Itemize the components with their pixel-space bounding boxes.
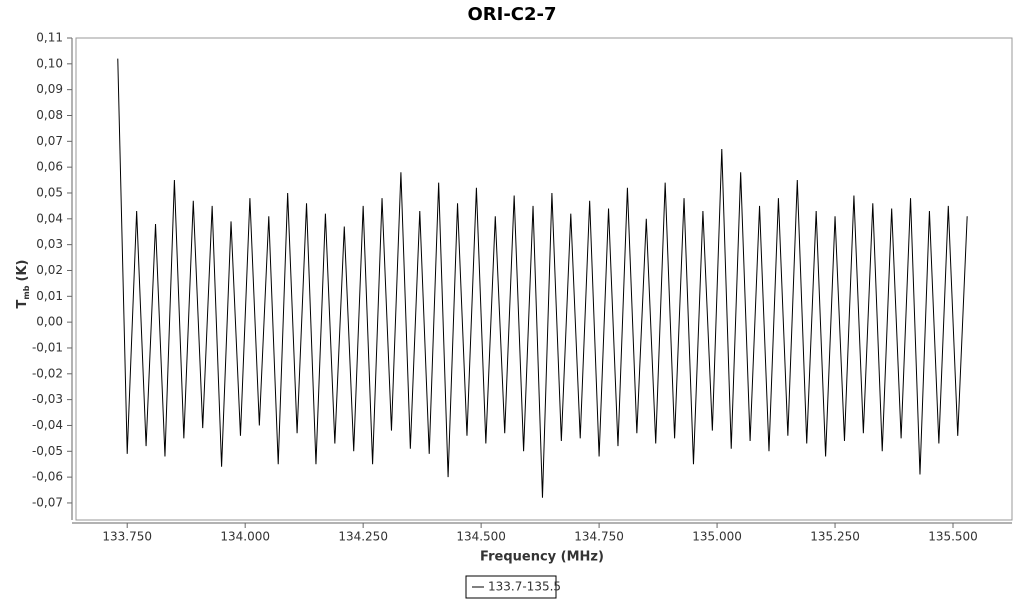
x-tick-label: 135.250 (810, 530, 860, 544)
legend (465, 575, 557, 599)
x-tick-label: 134.250 (338, 530, 388, 544)
x-tick-label: 135.000 (692, 530, 742, 544)
y-axis-label: Tmb (K) (15, 260, 31, 309)
plot-frame (75, 37, 1013, 521)
x-tick-label: 133.750 (102, 530, 152, 544)
x-tick-label: 135.500 (928, 530, 978, 544)
y-tick-label: 0,00 (36, 315, 63, 329)
y-tick-label: -0,01 (32, 340, 63, 354)
y-label-sub: mb (22, 285, 31, 299)
y-tick-label: 0,08 (36, 108, 63, 122)
y-tick-label: -0,02 (32, 366, 63, 380)
chart-title: ORI-C2-7 (467, 4, 556, 25)
y-tick-label: 0,04 (36, 211, 63, 225)
y-tick-label: -0,06 (32, 470, 63, 484)
x-axis-label: Frequency (MHz) (480, 550, 604, 565)
y-label-main: T (15, 299, 30, 308)
y-tick-label: -0,07 (32, 495, 63, 509)
y-tick-label: 0,01 (36, 289, 63, 303)
y-tick-label: 0,03 (36, 237, 63, 251)
y-tick-label: 0,06 (36, 160, 63, 174)
spectrum-line (117, 58, 968, 498)
y-tick-label: 0,02 (36, 263, 63, 277)
y-label-unit: (K) (15, 260, 30, 282)
y-tick-label: 0,09 (36, 82, 63, 96)
x-tick-label: 134.000 (220, 530, 270, 544)
y-tick-label: 0,07 (36, 134, 63, 148)
x-tick-label: 134.750 (574, 530, 624, 544)
y-tick-label: -0,03 (32, 392, 63, 406)
y-tick-label: 0,11 (36, 31, 63, 45)
y-tick-label: -0,04 (32, 418, 63, 432)
legend-label: 133.7-135.5 (488, 580, 561, 594)
y-tick-label: 0,10 (36, 56, 63, 70)
y-tick-label: 0,05 (36, 185, 63, 199)
x-tick-label: 134.500 (456, 530, 506, 544)
y-tick-label: -0,05 (32, 444, 63, 458)
